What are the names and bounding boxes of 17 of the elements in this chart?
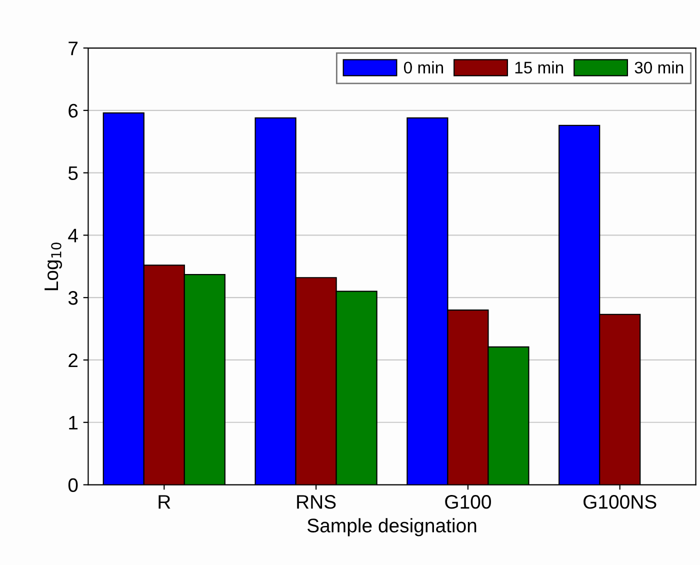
y-tick-label: 4 [68,228,78,242]
x-tick-label: R [158,495,170,509]
x-tick-label: RNS [297,495,336,509]
y-tick-label: 1 [69,416,78,430]
y-axis-title: Log$_{10}$ [44,242,62,290]
x-tick-label: G100NS [584,495,656,509]
legend-label: 30 min [634,61,684,74]
y-tick-label: 0 [68,478,78,492]
y-tick-label: 7 [68,42,78,56]
y-tick-label: 5 [68,166,78,180]
y-tick-label: 2 [68,353,78,368]
x-tick-label: G100 [445,495,491,509]
y-tick-label: 6 [68,104,78,118]
legend-label: 15 min [515,61,564,74]
x-axis-title: Sample designation [307,518,476,536]
y-tick-label: 3 [68,291,78,305]
legend-label: 0 min [404,61,444,74]
